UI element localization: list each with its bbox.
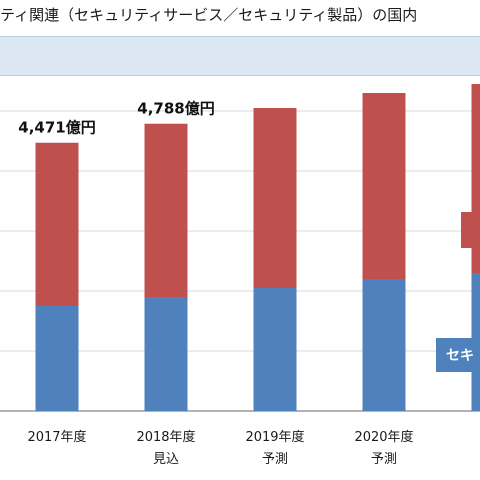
data-label: 4,471億円: [18, 119, 95, 137]
x-tick-label: 2019年度: [245, 429, 304, 445]
bar-segment-red: [35, 142, 79, 306]
bar-segment-red: [471, 84, 480, 273]
header-band: [0, 36, 480, 76]
x-tick-label: 2017年度: [27, 429, 86, 445]
legend-label: セキ: [446, 348, 474, 364]
data-label: 4,788億円: [137, 100, 214, 118]
bar-segment-blue: [362, 279, 406, 411]
x-tick-label: 予測: [371, 452, 397, 467]
legend-swatch-blue: [436, 338, 480, 372]
legend-swatch-red: [461, 212, 480, 248]
bar-segment-blue: [35, 306, 79, 411]
chart-title: ティ関連（セキュリティサービス／セキュリティ製品）の国内: [0, 6, 418, 24]
x-tick-label: 2020年度: [354, 429, 413, 445]
x-tick-label: 見込: [153, 452, 179, 467]
bar-segment-red: [253, 108, 297, 288]
bar-segment-red: [362, 93, 406, 279]
bar-segment-blue: [253, 288, 297, 411]
bar-segment-blue: [144, 297, 188, 411]
bar-segment-red: [144, 123, 188, 297]
x-tick-label: 2018年度: [136, 429, 195, 445]
x-tick-label: 予測: [262, 452, 288, 467]
